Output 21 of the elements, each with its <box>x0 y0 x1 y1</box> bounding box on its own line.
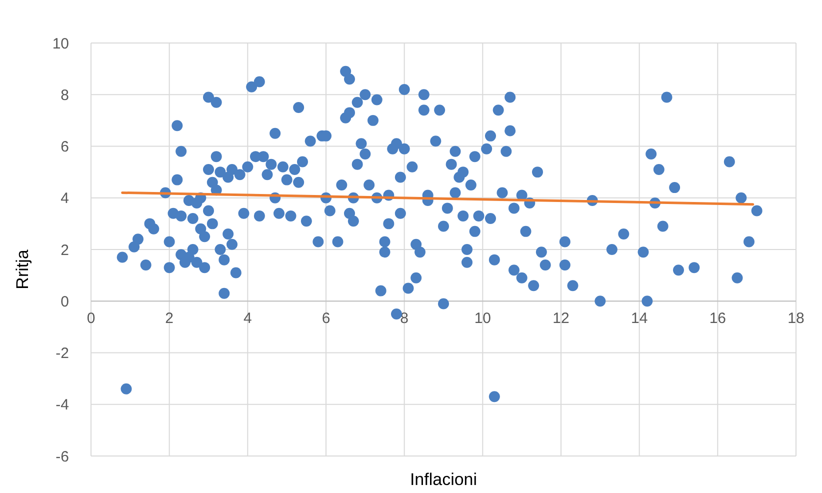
y-tick-label: 6 <box>60 138 69 156</box>
x-tick-label: 4 <box>243 310 252 328</box>
y-tick-label: -6 <box>56 448 69 466</box>
y-tick-label: 8 <box>60 86 69 104</box>
y-tick-label: 2 <box>60 242 69 259</box>
x-tick-label: 0 <box>86 310 96 328</box>
x-tick-label: 16 <box>709 310 726 328</box>
y-axis-title: Rritja <box>13 249 32 290</box>
y-tick-label: 0 <box>60 293 69 310</box>
x-axis-title: Inflacioni <box>410 470 478 489</box>
y-tick-label: -2 <box>56 345 69 362</box>
x-tick-label: 2 <box>165 310 174 328</box>
y-tick-label: 10 <box>52 35 69 52</box>
x-tick-label: 12 <box>552 310 570 328</box>
x-tick-label: 6 <box>322 310 330 328</box>
x-tick-label: 8 <box>400 310 409 328</box>
y-tick-label: -4 <box>56 396 69 414</box>
x-tick-label: 18 <box>788 310 804 328</box>
x-tick-label: 10 <box>474 310 492 328</box>
y-tick-label: 4 <box>60 190 69 208</box>
x-tick-label: 14 <box>630 310 648 328</box>
